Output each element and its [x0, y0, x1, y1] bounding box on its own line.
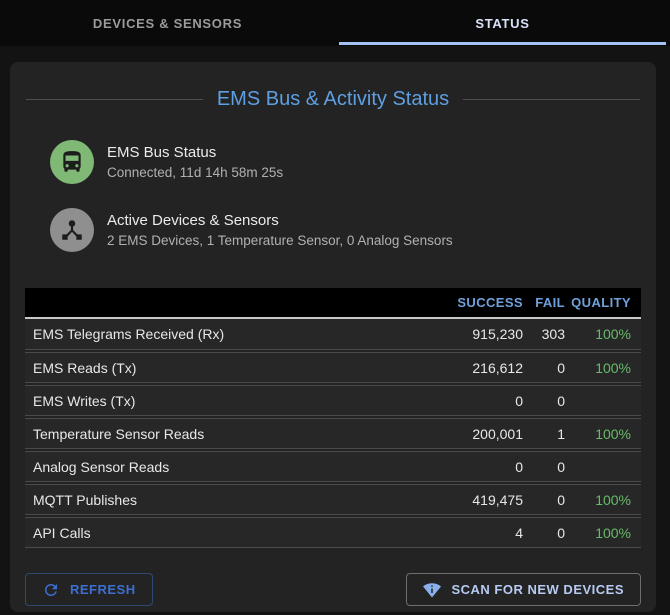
tab-devices-sensors[interactable]: DEVICES & SENSORS: [0, 0, 335, 46]
tab-status-label: STATUS: [475, 15, 530, 31]
page-title: EMS Bus & Activity Status: [216, 88, 450, 110]
table-header-row: SUCCESS FAIL QUALITY: [25, 288, 641, 319]
tab-devices-sensors-label: DEVICES & SENSORS: [92, 15, 243, 31]
scan-button-label: SCAN FOR NEW DEVICES: [451, 582, 624, 597]
row-name: EMS Telegrams Received (Rx): [33, 326, 225, 342]
table-row: EMS Reads (Tx) 216,612 0 100%: [25, 352, 641, 383]
status-card: EMS Bus & Activity Status EMS Bus Status…: [10, 62, 656, 612]
title-rule-right: [463, 99, 640, 100]
row-quality: 100%: [595, 359, 631, 376]
refresh-icon: [42, 581, 60, 599]
row-quality: 100%: [595, 524, 631, 541]
table-row: Temperature Sensor Reads 200,001 1 100%: [25, 418, 641, 449]
row-fail: 0: [557, 491, 565, 508]
status-list: EMS Bus Status Connected, 11d 14h 58m 25…: [50, 140, 641, 252]
row-name: Temperature Sensor Reads: [33, 425, 205, 442]
row-fail: 303: [541, 326, 565, 342]
bus-icon: [50, 140, 94, 184]
header-success: SUCCESS: [457, 295, 523, 310]
refresh-button-label: REFRESH: [70, 582, 136, 597]
active-devices-item: Active Devices & Sensors 2 EMS Devices, …: [50, 208, 641, 252]
ems-bus-status-subtitle: Connected, 11d 14h 58m 25s: [107, 165, 284, 180]
row-quality: 100%: [595, 425, 631, 442]
active-tab-indicator: [339, 42, 666, 45]
active-devices-text: Active Devices & Sensors 2 EMS Devices, …: [107, 210, 453, 250]
table-row: EMS Telegrams Received (Rx) 915,230 303 …: [25, 319, 641, 350]
row-success: 216,612: [472, 359, 523, 376]
row-name: Analog Sensor Reads: [33, 458, 170, 475]
title-rule-left: [26, 99, 203, 100]
table-row: Analog Sensor Reads 0 0: [25, 451, 641, 482]
device-hub-icon: [50, 208, 94, 252]
active-devices-subtitle: 2 EMS Devices, 1 Temperature Sensor, 0 A…: [107, 233, 453, 248]
row-success: 915,230: [472, 326, 523, 342]
row-fail: 0: [557, 359, 565, 376]
title-row: EMS Bus & Activity Status: [26, 88, 640, 111]
row-name: EMS Reads (Tx): [33, 359, 137, 376]
scan-wifi-icon: [423, 581, 442, 599]
table-row: MQTT Publishes 419,475 0 100%: [25, 484, 641, 515]
row-fail: 0: [557, 458, 565, 475]
header-fail: FAIL: [535, 295, 565, 310]
ems-bus-status-item: EMS Bus Status Connected, 11d 14h 58m 25…: [50, 140, 641, 184]
ems-bus-status-title: EMS Bus Status: [107, 144, 217, 161]
row-quality: 100%: [595, 491, 631, 508]
tab-status[interactable]: STATUS: [335, 0, 670, 46]
row-fail: 0: [557, 524, 565, 541]
scan-for-new-devices-button[interactable]: SCAN FOR NEW DEVICES: [406, 573, 641, 606]
ems-bus-status-text: EMS Bus Status Connected, 11d 14h 58m 25…: [107, 142, 283, 182]
header-quality: QUALITY: [571, 295, 631, 310]
row-name: EMS Writes (Tx): [33, 392, 136, 409]
refresh-button[interactable]: REFRESH: [25, 573, 153, 606]
table-row: API Calls 4 0 100%: [25, 517, 641, 548]
row-quality: 100%: [595, 326, 631, 342]
action-buttons-row: REFRESH SCAN FOR NEW DEVICES: [25, 573, 641, 606]
tab-bar: DEVICES & SENSORS STATUS: [0, 0, 670, 46]
row-name: MQTT Publishes: [33, 491, 137, 508]
row-name: API Calls: [33, 524, 91, 541]
row-success: 0: [515, 458, 523, 475]
table-body: EMS Telegrams Received (Rx) 915,230 303 …: [25, 319, 641, 548]
active-devices-title: Active Devices & Sensors: [107, 212, 279, 229]
row-success: 4: [515, 524, 523, 541]
row-fail: 0: [557, 392, 565, 409]
table-row: EMS Writes (Tx) 0 0: [25, 385, 641, 416]
row-fail: 1: [557, 425, 565, 442]
activity-stats-table: SUCCESS FAIL QUALITY EMS Telegrams Recei…: [25, 288, 641, 548]
row-success: 200,001: [472, 425, 523, 442]
row-success: 0: [515, 392, 523, 409]
row-success: 419,475: [472, 491, 523, 508]
